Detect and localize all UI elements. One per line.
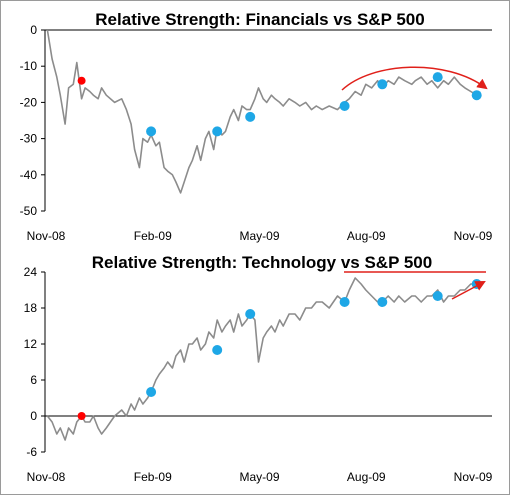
financials-markers [77, 72, 482, 137]
financials-chart: Relative Strength: Financials vs S&P 500… [20, 10, 493, 243]
technology-x-tick-label: Nov-08 [27, 470, 66, 484]
financials-x-tick-label: May-09 [239, 229, 279, 243]
financials-y-tick-label: -30 [20, 132, 38, 146]
financials-y-ticks: 0 -10 -20 -30 -40 -50 [20, 23, 45, 218]
financials-marker-blue [471, 90, 482, 101]
technology-chart-title: Relative Strength: Technology vs S&P 500 [92, 253, 432, 272]
financials-x-tick-label: Nov-09 [454, 229, 493, 243]
technology-marker-blue [432, 291, 443, 301]
technology-x-tick-label: Nov-09 [454, 470, 493, 484]
technology-y-tick-label: 6 [30, 373, 37, 387]
financials-chart-title: Relative Strength: Financials vs S&P 500 [95, 10, 424, 29]
technology-x-tick-label: May-09 [239, 470, 279, 484]
technology-series [46, 277, 482, 441]
financials-y-tick-label: -20 [20, 95, 38, 109]
technology-marker-blue [146, 387, 157, 397]
financials-x-tick-label: Nov-08 [27, 229, 66, 243]
financials-trend-arc-arrow [341, 66, 488, 91]
financials-y-tick-label: -10 [20, 59, 38, 73]
technology-marker-blue [245, 309, 256, 319]
financials-series [46, 29, 482, 194]
technology-x-ticks: Nov-08 Feb-09 May-09 Aug-09 Nov-09 [27, 470, 493, 484]
financials-marker-blue [212, 126, 223, 137]
technology-markers [77, 279, 482, 420]
technology-y-ticks: 24 18 12 6 0 -6 [24, 265, 45, 459]
technology-axes [44, 272, 492, 452]
financials-series-line [46, 29, 482, 194]
financials-axes [44, 29, 492, 211]
financials-marker-blue [245, 111, 256, 122]
financials-marker-blue [432, 72, 443, 83]
technology-y-tick-label: 18 [24, 301, 38, 315]
financials-x-tick-label: Feb-09 [134, 229, 172, 243]
financials-marker-red [77, 76, 86, 85]
financials-y-tick-label: -50 [20, 204, 38, 218]
technology-uptrend-arrow [451, 281, 486, 300]
technology-marker-red [77, 412, 86, 420]
technology-y-tick-label: -6 [26, 445, 37, 459]
technology-x-tick-label: Aug-09 [347, 470, 386, 484]
financials-marker-blue [339, 101, 350, 111]
financials-marker-blue [146, 126, 157, 137]
financials-y-tick-label: -40 [20, 168, 38, 182]
financials-y-tick-label: 0 [30, 23, 37, 37]
technology-x-tick-label: Feb-09 [134, 470, 172, 484]
technology-marker-blue [339, 297, 350, 307]
technology-y-tick-label: 24 [24, 265, 38, 279]
technology-series-line [46, 277, 482, 441]
financials-x-tick-label: Aug-09 [347, 229, 386, 243]
technology-chart: Relative Strength: Technology vs S&P 500… [24, 253, 493, 484]
financials-x-ticks: Nov-08 Feb-09 May-09 Aug-09 Nov-09 [27, 229, 493, 243]
technology-y-tick-label: 0 [30, 409, 37, 423]
technology-marker-blue [377, 297, 388, 307]
technology-marker-blue [212, 345, 223, 355]
technology-y-tick-label: 12 [24, 337, 38, 351]
financials-marker-blue [377, 79, 388, 90]
